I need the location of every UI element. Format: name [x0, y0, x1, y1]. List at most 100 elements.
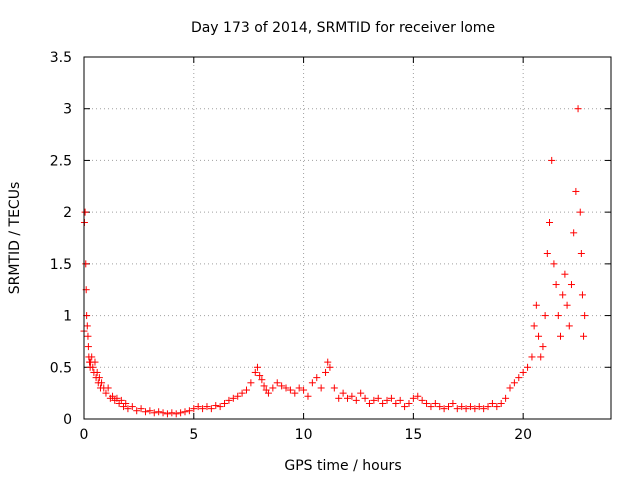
data-point	[199, 405, 207, 413]
data-point	[335, 394, 343, 402]
y-tick-label: 3.5	[50, 50, 72, 66]
data-point	[563, 301, 571, 309]
data-point	[570, 229, 578, 237]
data-point	[436, 403, 444, 411]
data-point	[502, 394, 510, 402]
data-point	[95, 374, 103, 382]
data-point	[497, 399, 505, 407]
data-point	[81, 208, 89, 216]
data-point	[286, 386, 294, 394]
data-point	[576, 208, 584, 216]
y-tick-label: 1.5	[50, 257, 72, 273]
data-point	[365, 399, 373, 407]
data-point	[396, 396, 404, 404]
data-point	[471, 405, 479, 413]
data-point	[453, 405, 461, 413]
data-point	[488, 399, 496, 407]
x-tick-label: 20	[514, 427, 532, 443]
data-point	[150, 409, 158, 417]
data-point	[524, 363, 532, 371]
data-point	[91, 358, 99, 366]
data-point	[258, 376, 266, 384]
data-point	[124, 405, 132, 413]
data-point	[445, 403, 453, 411]
data-point	[387, 394, 395, 402]
data-point	[163, 410, 171, 418]
data-point	[308, 379, 316, 387]
data-point	[225, 396, 233, 404]
data-point	[510, 379, 518, 387]
data-point	[532, 301, 540, 309]
data-point	[546, 218, 554, 226]
data-point	[194, 403, 202, 411]
y-tick-label: 2	[63, 205, 72, 221]
data-point	[102, 389, 110, 397]
x-tick-label: 10	[295, 427, 313, 443]
data-point	[361, 394, 369, 402]
data-point	[253, 363, 261, 371]
data-point	[141, 408, 149, 416]
data-point	[537, 353, 545, 361]
data-point	[539, 343, 547, 351]
data-point	[207, 405, 215, 413]
data-point	[379, 399, 387, 407]
data-point	[339, 389, 347, 397]
data-point	[431, 399, 439, 407]
y-tick-label: 3	[63, 102, 72, 118]
data-point	[326, 363, 334, 371]
data-point	[256, 372, 264, 380]
data-point	[89, 363, 97, 371]
data-point	[304, 392, 312, 400]
data-point	[98, 379, 106, 387]
data-point	[348, 392, 356, 400]
data-point	[574, 105, 582, 113]
data-point	[535, 332, 543, 340]
data-point	[427, 403, 435, 411]
data-point	[554, 312, 562, 320]
plot-frame	[83, 56, 612, 420]
y-tick-label: 2.5	[50, 153, 72, 169]
data-point	[251, 368, 259, 376]
data-point	[122, 399, 130, 407]
data-point	[392, 399, 400, 407]
data-point	[282, 384, 290, 392]
data-point	[352, 396, 360, 404]
data-point	[466, 403, 474, 411]
data-point	[317, 384, 325, 392]
data-point	[234, 392, 242, 400]
x-tick-label: 5	[189, 427, 198, 443]
data-point	[414, 392, 422, 400]
data-point	[322, 368, 330, 376]
data-point	[556, 332, 564, 340]
data-point	[519, 368, 527, 376]
data-point	[528, 353, 536, 361]
data-point	[440, 405, 448, 413]
data-point	[82, 260, 90, 268]
data-point	[572, 187, 580, 195]
data-point	[567, 281, 575, 289]
data-point	[117, 396, 125, 404]
data-point	[484, 403, 492, 411]
x-tick-label: 15	[404, 427, 422, 443]
data-point	[374, 394, 382, 402]
data-point	[229, 394, 237, 402]
data-point	[559, 291, 567, 299]
data-point	[203, 403, 211, 411]
data-point	[515, 374, 523, 382]
data-point	[247, 379, 255, 387]
data-point	[405, 399, 413, 407]
data-point	[357, 389, 365, 397]
data-point	[159, 409, 167, 417]
data-point	[104, 384, 112, 392]
data-point	[83, 322, 91, 330]
data-point	[493, 403, 501, 411]
data-point	[181, 408, 189, 416]
data-point	[578, 291, 586, 299]
data-point	[370, 396, 378, 404]
data-point	[462, 405, 470, 413]
x-axis-label: GPS time / hours	[284, 458, 401, 474]
data-point	[577, 250, 585, 258]
data-point	[242, 386, 250, 394]
data-point	[423, 399, 431, 407]
data-point	[264, 389, 272, 397]
